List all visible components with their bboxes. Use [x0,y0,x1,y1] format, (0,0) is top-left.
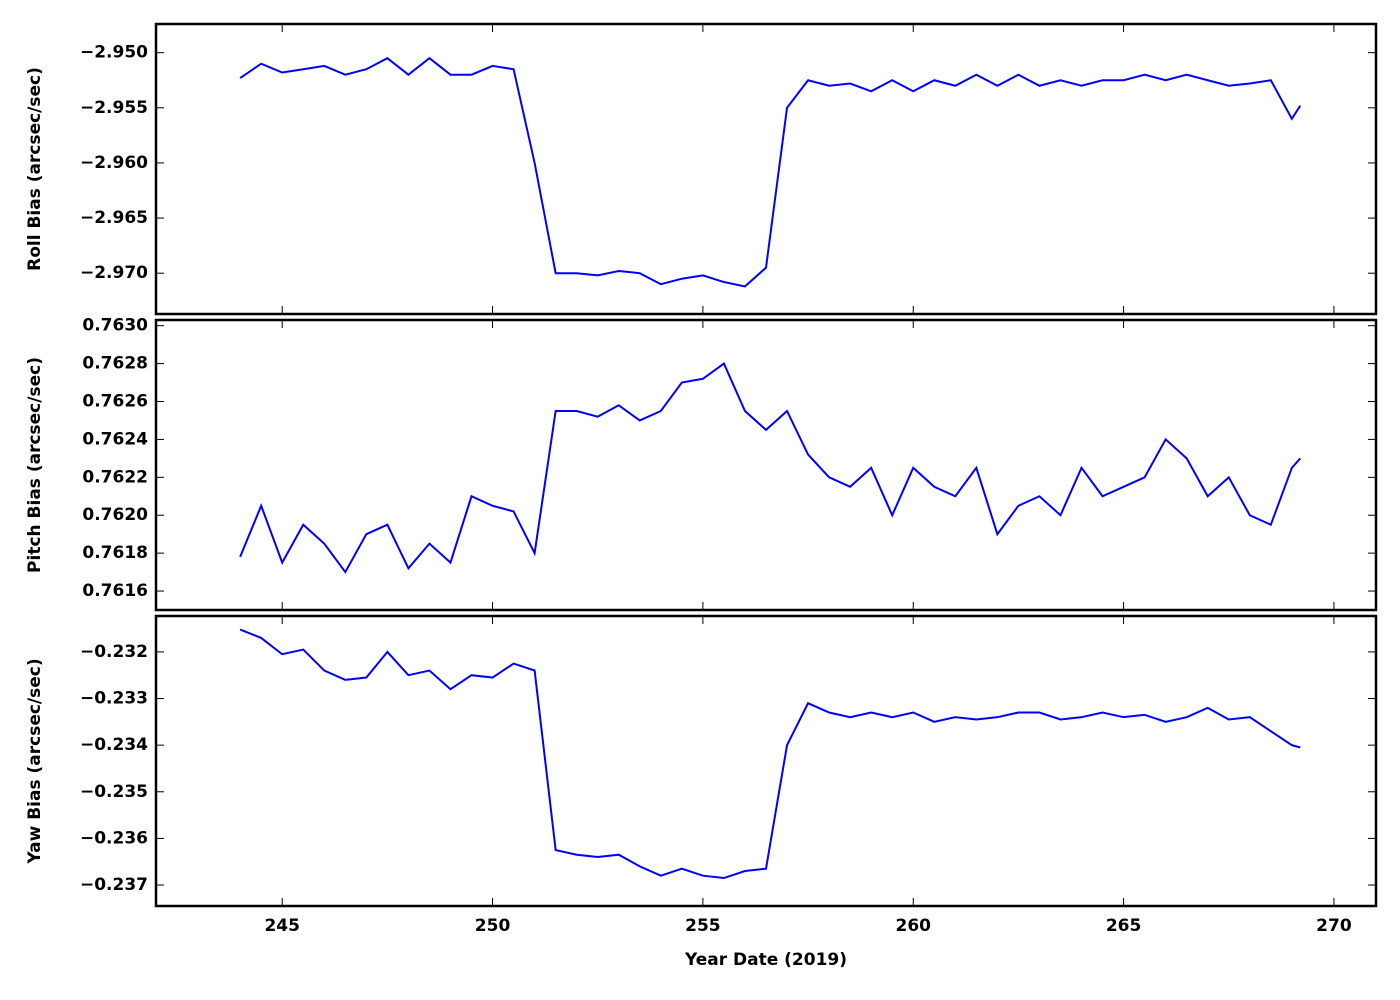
y-tick-label: −2.960 [80,153,148,173]
axes-frame [154,318,1378,612]
y-tick-label: 0.7616 [82,581,148,601]
y-tick-label: −0.237 [80,875,148,895]
x-axis-label: Year Date (2019) [684,950,847,970]
y-axis-label: Pitch Bias (arcsec/sec) [25,357,45,573]
y-tick-label: 0.7624 [82,429,148,449]
x-tick-label: 245 [264,916,300,936]
x-tick-label: 270 [1316,916,1352,936]
axes-frame [154,22,1378,316]
y-tick-label: −2.970 [80,263,148,283]
y-tick-label: 0.7618 [82,543,148,563]
y-tick-label: −0.234 [80,735,148,755]
y-tick-label: 0.7628 [82,354,148,374]
y-axis-label: Roll Bias (arcsec/sec) [25,67,45,271]
data-line [239,362,1302,574]
x-tick-label: 250 [475,916,511,936]
y-tick-label: −2.955 [80,98,148,118]
x-tick-label: 265 [1106,916,1142,936]
y-tick-label: −0.236 [80,828,148,848]
y-tick-label: −0.233 [80,689,148,709]
y-tick-label: 0.7630 [82,316,148,336]
x-tick-label: 255 [685,916,721,936]
data-line [239,628,1301,880]
y-tick-label: 0.7622 [82,467,148,487]
y-tick-label: −2.965 [80,208,148,228]
y-tick-label: 0.7620 [82,505,148,525]
y-tick-label: −2.950 [80,43,148,63]
data-line [239,56,1302,288]
x-tick-label: 260 [895,916,931,936]
y-tick-label: 0.7626 [82,392,148,412]
y-axis-label: Yaw Bias (arcsec/sec) [25,658,45,864]
axes-frame [154,614,1378,908]
y-tick-label: −0.232 [80,642,148,662]
y-tick-label: −0.235 [80,782,148,802]
